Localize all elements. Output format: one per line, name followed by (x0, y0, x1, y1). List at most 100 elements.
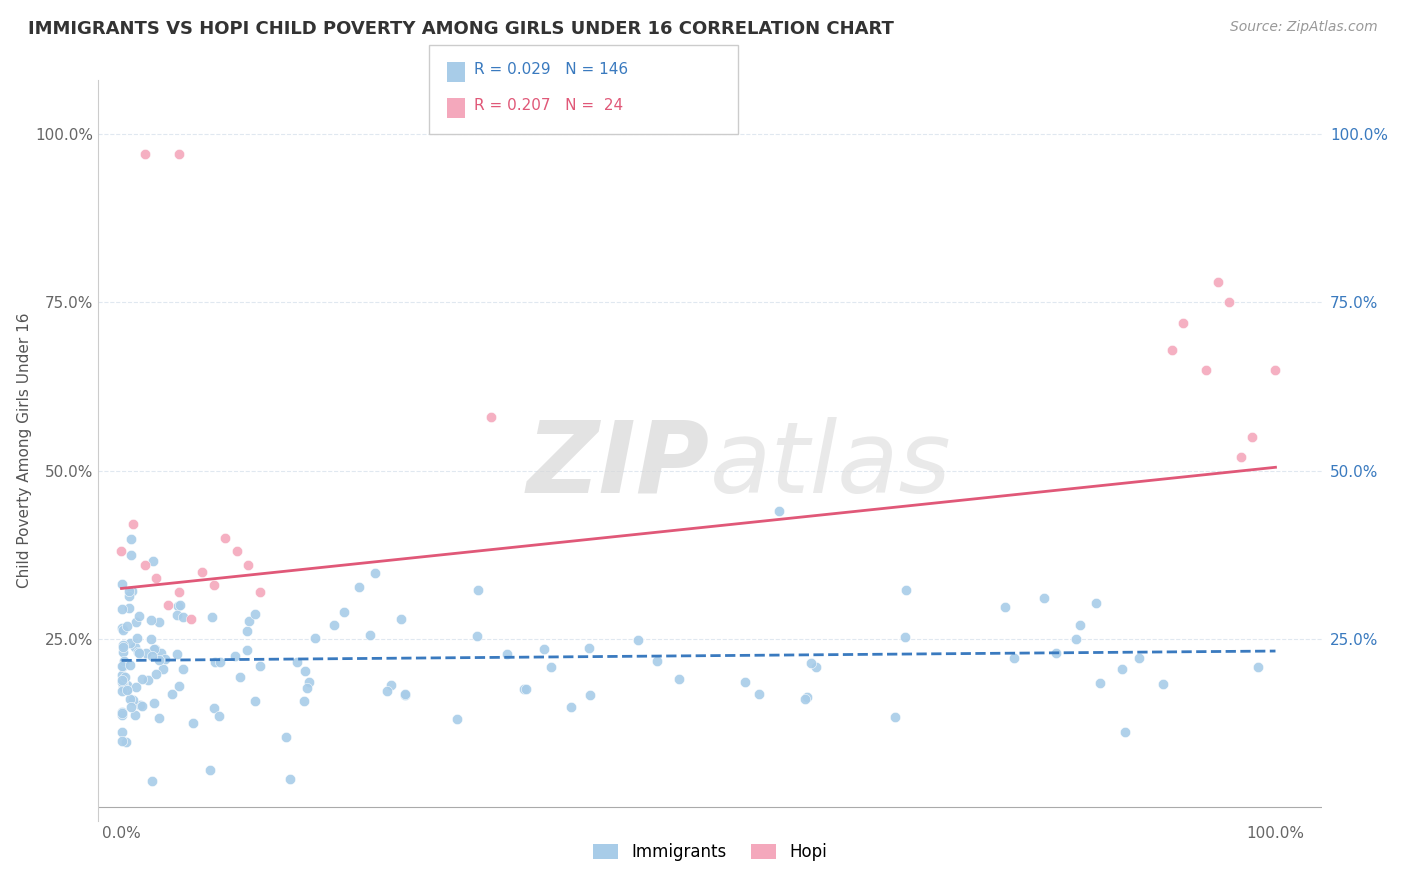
Point (1111, 662, 1133, 676)
Point (135, 646, 157, 660)
Point (1195, 362, 1218, 376)
Point (156, 599, 179, 613)
Point (214, 531, 236, 545)
Point (111, 705, 134, 719)
Point (323, 617, 346, 632)
Point (479, 409, 502, 424)
Point (298, 675, 321, 690)
Point (238, 558, 260, 572)
Point (806, 659, 828, 673)
Point (124, 615, 146, 629)
Point (148, 711, 170, 725)
Point (896, 583, 918, 598)
Point (120, 548, 142, 562)
Point (152, 662, 174, 676)
Point (160, 687, 183, 701)
Point (304, 631, 326, 645)
Point (748, 687, 770, 701)
Point (172, 610, 194, 624)
Point (1090, 676, 1112, 690)
Point (276, 731, 298, 745)
Point (467, 582, 489, 597)
Point (141, 649, 163, 664)
Point (120, 658, 142, 673)
Point (117, 682, 139, 697)
Point (375, 683, 398, 698)
Point (359, 628, 381, 642)
Point (560, 700, 582, 714)
Point (278, 772, 301, 786)
Point (884, 710, 907, 724)
Point (198, 763, 221, 777)
Point (120, 636, 142, 650)
Point (118, 600, 141, 615)
Point (180, 612, 202, 626)
Point (645, 654, 668, 668)
Point (1152, 677, 1174, 691)
Point (143, 642, 166, 657)
Point (285, 655, 308, 669)
Point (204, 655, 226, 669)
Point (153, 652, 176, 666)
Point (114, 678, 136, 692)
Point (114, 670, 136, 684)
Point (131, 698, 153, 713)
Point (513, 682, 536, 697)
Point (115, 735, 138, 749)
Point (894, 630, 917, 644)
Point (110, 673, 132, 687)
Point (142, 642, 165, 657)
Point (166, 647, 188, 661)
Point (540, 660, 562, 674)
Point (127, 631, 149, 645)
Point (238, 614, 260, 628)
Point (333, 605, 356, 619)
Point (167, 584, 190, 599)
Point (111, 734, 134, 748)
Point (128, 646, 150, 660)
Point (394, 687, 416, 701)
Point (117, 678, 139, 692)
Point (1247, 660, 1270, 674)
Point (111, 683, 134, 698)
Point (243, 694, 266, 708)
Point (496, 648, 519, 662)
Point (465, 629, 488, 643)
Point (148, 653, 170, 667)
Point (1045, 646, 1067, 660)
Point (122, 517, 145, 532)
Point (249, 658, 271, 673)
Point (295, 681, 318, 695)
Point (111, 621, 134, 635)
Point (141, 613, 163, 627)
Point (224, 649, 246, 664)
Point (145, 571, 167, 585)
Point (148, 615, 170, 629)
Text: IMMIGRANTS VS HOPI CHILD POVERTY AMONG GIRLS UNDER 16 CORRELATION CHART: IMMIGRANTS VS HOPI CHILD POVERTY AMONG G… (28, 20, 894, 37)
Point (169, 598, 191, 612)
Point (111, 659, 134, 673)
Point (668, 672, 690, 686)
Point (1206, 275, 1229, 289)
Point (111, 706, 134, 720)
Point (201, 609, 224, 624)
Point (111, 675, 134, 690)
Point (347, 580, 370, 594)
Point (191, 565, 214, 579)
Point (533, 641, 555, 656)
Text: R = 0.207   N =  24: R = 0.207 N = 24 (474, 98, 623, 112)
Point (236, 624, 259, 638)
Point (236, 643, 259, 657)
Point (229, 669, 252, 683)
Point (169, 679, 191, 693)
Point (768, 504, 790, 518)
Point (389, 612, 412, 626)
Point (245, 607, 267, 621)
Point (292, 694, 315, 708)
Point (993, 600, 1015, 615)
Point (127, 645, 149, 659)
Text: atlas: atlas (710, 417, 952, 514)
Legend: Immigrants, Hopi: Immigrants, Hopi (586, 837, 834, 868)
Point (111, 602, 134, 616)
Point (1084, 596, 1107, 610)
